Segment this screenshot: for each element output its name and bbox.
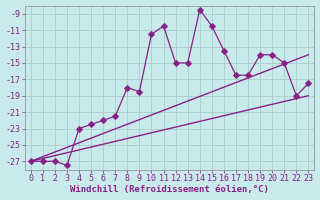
X-axis label: Windchill (Refroidissement éolien,°C): Windchill (Refroidissement éolien,°C) — [70, 185, 269, 194]
